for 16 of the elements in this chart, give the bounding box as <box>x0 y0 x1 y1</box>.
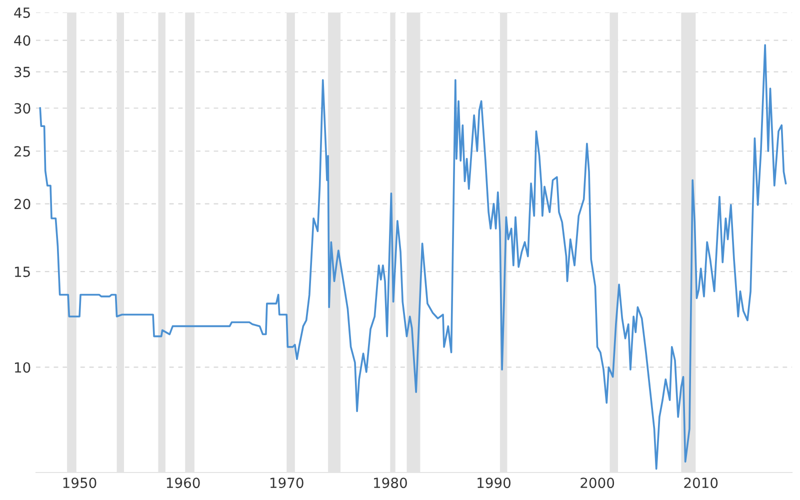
y-tick-label: 45 <box>14 8 30 18</box>
y-tick-label: 40 <box>14 35 30 46</box>
x-tick-label: 1990 <box>478 478 510 488</box>
x-tick-label: 1960 <box>166 478 200 488</box>
x-tick-label: 1980 <box>374 478 407 488</box>
x-tick-label: 2000 <box>580 478 614 488</box>
line-series <box>39 44 787 470</box>
x-tick-label: 1970 <box>270 478 304 488</box>
y-tick-label: 30 <box>14 103 30 114</box>
y-tick-label: 25 <box>14 146 30 157</box>
x-tick-label: 2010 <box>684 478 718 488</box>
x-tick-label: 1950 <box>63 478 96 488</box>
y-tick-label: 10 <box>14 362 30 373</box>
y-tick-label: 15 <box>14 266 30 278</box>
y-tick-label: 20 <box>14 198 30 210</box>
y-tick-label: 35 <box>14 66 30 78</box>
